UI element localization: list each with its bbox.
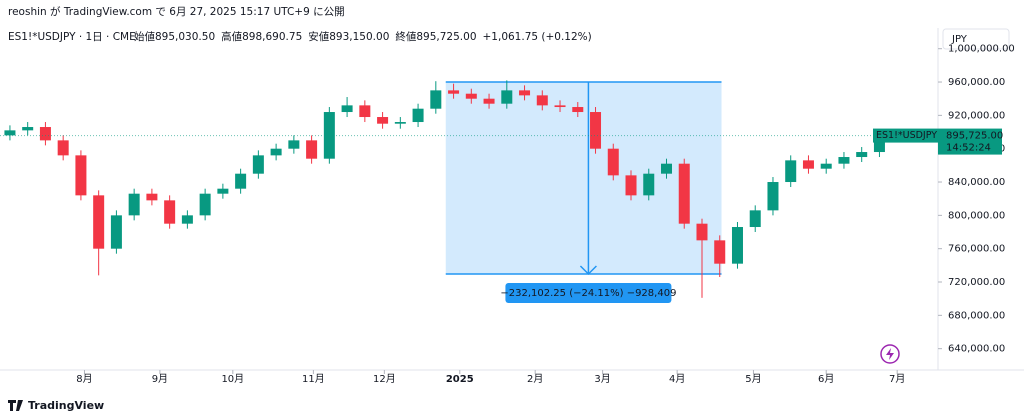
ohlc-label: 始値 — [134, 30, 155, 43]
x-tick-label: 10月 — [221, 373, 244, 385]
candle-body — [590, 112, 602, 149]
candle-body — [714, 240, 726, 264]
x-tick-label: 4月 — [669, 373, 685, 385]
x-tick-label: 7月 — [889, 373, 905, 385]
candle-body — [75, 155, 87, 196]
ohlc-label: 安値 — [308, 30, 329, 43]
plot — [4, 80, 885, 298]
ohlc-value: 893,150.00 — [329, 31, 389, 43]
published-note: reoshin が TradingView.com で 6月 27, 2025 … — [8, 5, 345, 18]
brand: TradingView — [28, 399, 104, 412]
candle-body — [767, 182, 779, 211]
last-price-label: 895,725.00 — [946, 131, 1003, 142]
last-price-symbol: ES1!*USDJPY — [876, 130, 937, 141]
candle-body — [394, 122, 406, 124]
candle-body — [341, 105, 353, 113]
candle-body — [359, 105, 371, 118]
candle-body — [199, 193, 211, 216]
candle-body — [306, 140, 318, 159]
candle-body — [22, 127, 34, 131]
candle-body — [873, 135, 885, 153]
last-price-symbol-box — [873, 128, 938, 143]
countdown: 14:52:24 — [946, 143, 991, 154]
measure-box — [445, 82, 722, 274]
alert-icon-bolt — [886, 348, 894, 360]
ohlc-value: 898,690.75 — [242, 31, 302, 43]
y-tick-label: 760,000.00 — [948, 244, 1005, 255]
candle-body — [4, 130, 16, 136]
candle-body — [448, 90, 460, 94]
ohlc: 始値 895,030.50 高値 898,690.75 安値 893,150.00 終値 89… — [134, 30, 592, 43]
candle-body — [838, 157, 850, 164]
candle-body — [39, 127, 51, 141]
candle-body — [465, 93, 477, 99]
y-tick-label: 840,000.00 — [948, 177, 1005, 188]
last-price-box — [938, 128, 1002, 155]
candle-body — [607, 148, 619, 176]
x-tick-label: 3月 — [594, 373, 610, 385]
candle-body — [110, 215, 122, 249]
candle-body — [93, 195, 105, 249]
candle-body — [625, 175, 637, 196]
candle-body — [749, 210, 761, 228]
candle-body — [288, 140, 300, 149]
candle-body — [146, 193, 158, 201]
x-tick-label: 2025 — [446, 374, 474, 385]
candle-body — [856, 152, 868, 158]
candle-body — [554, 105, 566, 108]
y-tick-label: 800,000.00 — [948, 210, 1005, 221]
candle-body — [181, 215, 193, 224]
y-tick-label: 640,000.00 — [948, 344, 1005, 355]
y-tick-label: 960,000.00 — [948, 77, 1005, 88]
candle-body — [501, 90, 513, 104]
currency-box[interactable] — [942, 28, 1010, 50]
ohlc-label: 高値 — [221, 30, 242, 43]
candle-body — [128, 193, 140, 216]
candle-body — [217, 188, 229, 194]
candle-body — [377, 117, 389, 124]
x-tick-label: 11月 — [302, 373, 325, 385]
candle-body — [235, 173, 247, 189]
candle-body — [785, 160, 797, 183]
candle-body — [696, 223, 708, 241]
candle-body — [323, 112, 335, 159]
x-tick-label: 9月 — [152, 373, 168, 385]
ohlc-value: 895,030.50 — [155, 31, 215, 43]
x-tick-label: 6月 — [818, 373, 834, 385]
candle-body — [678, 163, 690, 224]
measure-label-box — [505, 283, 672, 303]
y-tick-label: 720,000.00 — [948, 277, 1005, 288]
candle-body — [519, 90, 531, 96]
candle-body — [430, 90, 442, 109]
candle-body — [820, 163, 832, 169]
candle-body — [252, 155, 264, 174]
candle-body — [483, 98, 495, 104]
candle-body — [661, 163, 673, 174]
candle-body — [164, 200, 176, 224]
x-tick-label: 12月 — [373, 373, 396, 385]
x-tick-label: 2月 — [527, 373, 543, 385]
y-tick-label: 1,000,000.00 — [948, 44, 1015, 55]
ohlc-value: 895,725.00 — [416, 31, 476, 43]
candle-body — [412, 108, 424, 123]
candle-body — [731, 227, 743, 264]
currency: JPY — [951, 34, 968, 45]
measure-arrowhead — [579, 265, 597, 276]
y-tick-label: 920,000.00 — [948, 110, 1005, 121]
candle-body — [536, 95, 548, 106]
candle-body — [57, 140, 69, 156]
candle-body — [270, 148, 282, 156]
ohlc-label: 終値 — [395, 30, 416, 43]
y-tick-label: 680,000.00 — [948, 310, 1005, 321]
candle-body — [643, 173, 655, 196]
candle-body — [572, 107, 584, 113]
symbol: ES1!*USDJPY · 1日 · CME — [8, 31, 136, 43]
brand-logo — [8, 400, 23, 411]
x-tick-label: 8月 — [76, 373, 92, 385]
candle-body — [802, 160, 814, 169]
x-tick-label: 5月 — [745, 373, 761, 385]
measure-label: −232,102.25 (−24.11%) −928,409 — [500, 288, 676, 299]
change: +1,061.75 (+0.12%) — [483, 31, 592, 43]
